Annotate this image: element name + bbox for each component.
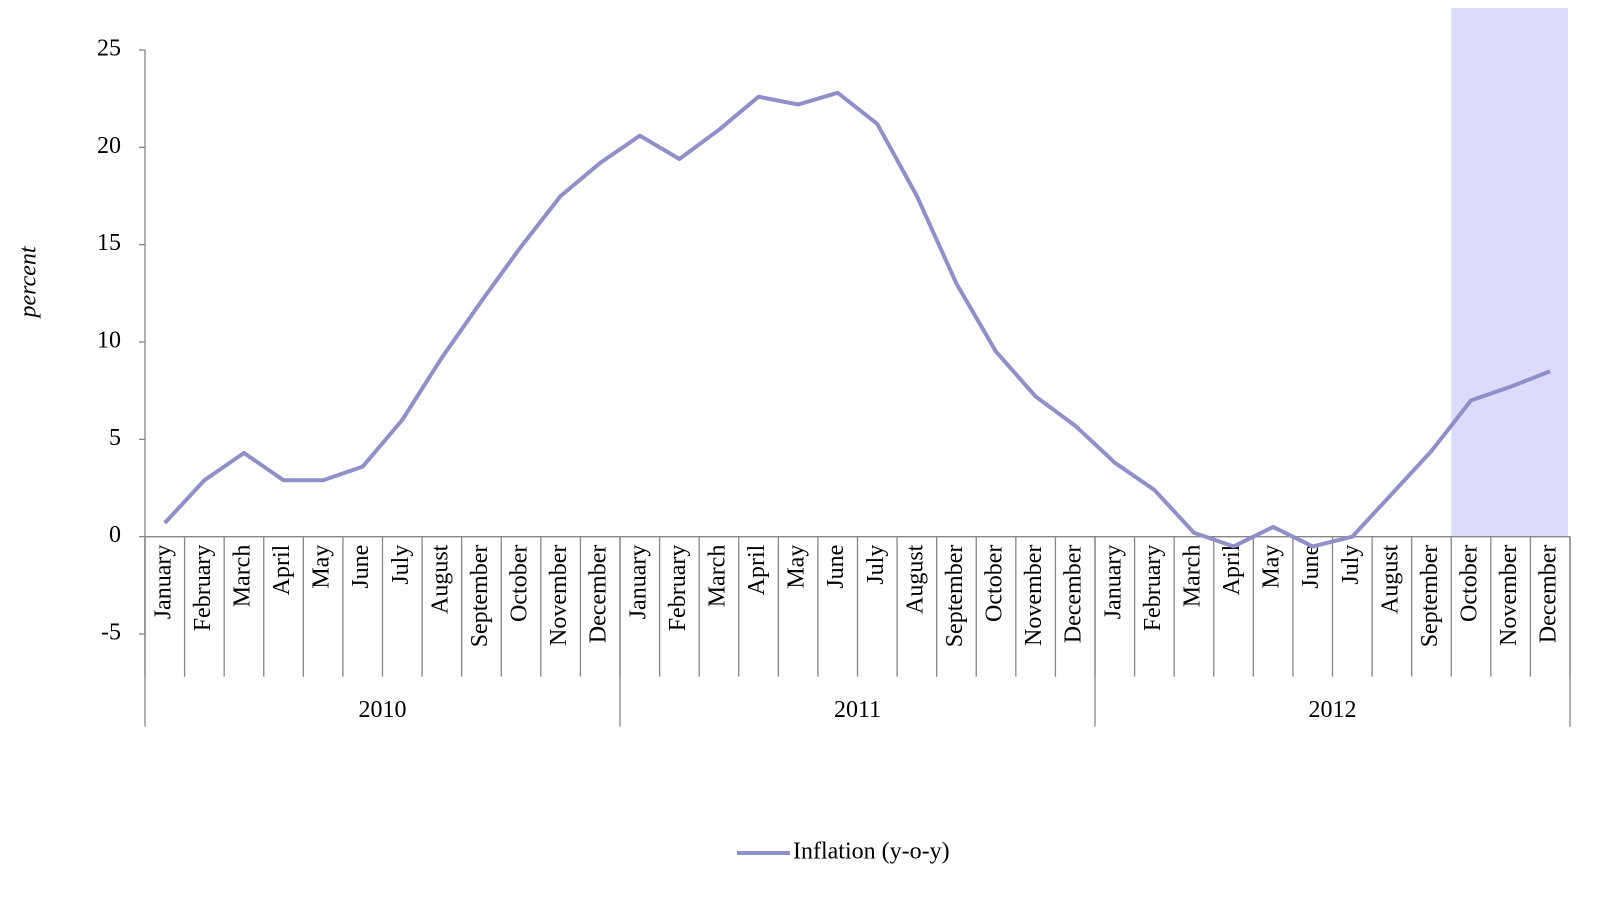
x-tick-label: November [546,545,572,646]
group-label: 2012 [1309,697,1357,723]
x-tick-label: June [348,545,374,589]
y-tick-label: -5 [101,620,121,646]
x-tick-label: April [1219,544,1245,595]
x-tick-label: May [309,545,335,589]
y-tick-label: 0 [109,522,121,548]
y-tick-label: 10 [97,328,121,354]
y-tick-label: 25 [97,36,121,62]
x-tick-label: September [1417,545,1443,648]
x-tick-label: May [784,545,810,589]
y-axis-label: percent [16,245,42,319]
group-label: 2010 [359,697,407,723]
x-tick-label: January [150,545,176,620]
x-tick-label: November [1496,545,1522,646]
x-tick-label: April [269,544,295,595]
x-tick-label: December [586,545,612,644]
x-tick-label: February [190,545,216,632]
x-tick-label: May [1259,545,1285,589]
x-tick-label: July [388,545,414,585]
x-tick-label: December [1061,545,1087,644]
y-tick-label: 20 [97,133,121,159]
x-tick-label: October [982,545,1008,622]
x-tick-label: February [1140,545,1166,632]
x-tick-label: September [467,545,493,648]
group-label: 2011 [834,697,881,723]
x-tick-label: November [1021,545,1047,646]
x-tick-label: October [507,545,533,622]
y-tick-label: 5 [109,425,121,451]
x-tick-label: July [863,545,889,585]
y-tick-label: 15 [97,230,121,256]
x-tick-label: January [1100,545,1126,620]
x-tick-label: August [902,544,928,614]
x-tick-label: June [1298,545,1324,589]
x-tick-label: March [229,545,255,608]
x-tick-label: March [1179,545,1205,608]
x-tick-label: December [1536,545,1562,644]
x-tick-label: August [427,544,453,614]
highlight-region [1451,8,1568,537]
x-tick-label: April [744,544,770,595]
x-tick-label: October [1457,545,1483,622]
series-line [163,90,1551,549]
x-tick-label: March [704,545,730,608]
x-tick-label: January [625,545,651,620]
legend-label: Inflation (y-o-y) [793,839,950,865]
x-tick-label: September [942,545,968,648]
x-tick-label: July [1338,545,1364,585]
x-tick-label: June [823,545,849,589]
x-tick-label: February [665,545,691,632]
x-tick-label: August [1377,544,1403,614]
